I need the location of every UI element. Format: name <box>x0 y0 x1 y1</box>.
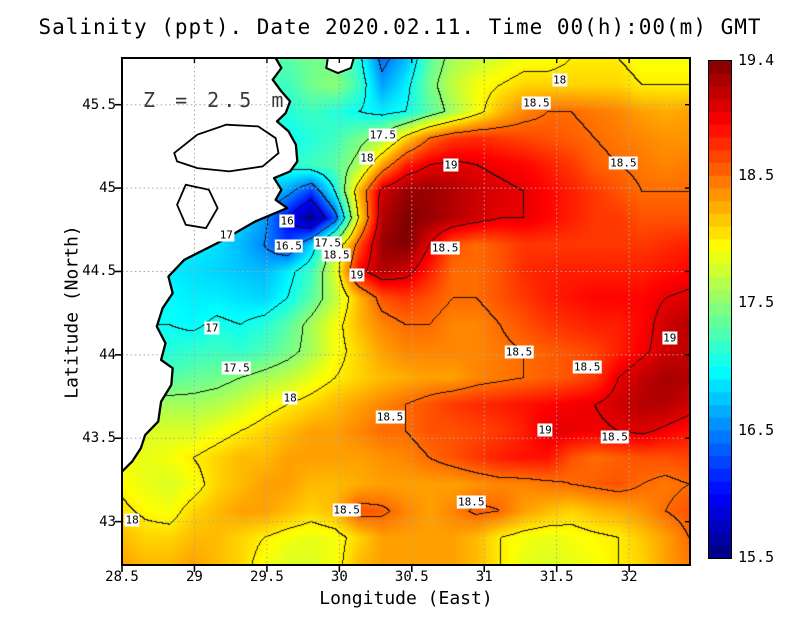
contour-label: 18.5 <box>375 410 405 424</box>
depth-annotation: Z = 2.5 m <box>143 88 288 112</box>
x-tick-label: 29.5 <box>250 569 284 585</box>
contour-label: 18.5 <box>522 96 551 110</box>
colorbar-label: 19.4 <box>738 51 775 69</box>
contour-label: 18.5 <box>332 503 361 517</box>
contour-label: 19 <box>349 268 365 282</box>
colorbar-label: 18.5 <box>738 165 775 184</box>
contour-label: 19 <box>537 423 553 437</box>
contour-label: 17.5 <box>313 236 342 250</box>
y-tick-label: 43.5 <box>82 430 116 447</box>
colorbar <box>708 60 732 559</box>
y-tick-label: 44.5 <box>82 263 116 280</box>
figure-title: Salinity (ppt). Date 2020.02.11. Time 00… <box>38 15 762 39</box>
contour-label: 18.5 <box>600 430 629 444</box>
contour-label: 18 <box>551 73 568 87</box>
contour-label: 18.5 <box>430 241 460 255</box>
x-tick-label: 31 <box>475 569 493 585</box>
contour-labels-layer: 18 18.5 17.5 18 19 18.5 16 17 16.5 17.5 18.5 19 18.5… <box>122 58 690 565</box>
x-tick-label: 30.5 <box>394 569 429 585</box>
y-tick-label: 45 <box>99 180 116 197</box>
colorbar-label: 16.5 <box>738 420 775 439</box>
x-tick-label: 32 <box>620 569 638 585</box>
contour-label: 16 <box>279 214 295 228</box>
y-tick-label: 43 <box>99 513 116 530</box>
y-tick-label: 44 <box>99 346 116 363</box>
y-axis-title: Latitude (North) <box>61 225 83 399</box>
x-tick-label: 28.5 <box>105 569 139 585</box>
x-axis-title: Longitude (East) <box>319 588 493 609</box>
contour-label: 18.5 <box>572 360 602 374</box>
contour-label: 18.5 <box>456 495 486 509</box>
colorbar-label: 15.5 <box>738 548 775 566</box>
contour-label: 16.5 <box>274 239 303 253</box>
contour-label: 18.5 <box>504 345 534 359</box>
contour-label: 19 <box>443 158 459 172</box>
contour-label: 18 <box>359 151 375 165</box>
contour-label: 17 <box>218 228 234 242</box>
x-tick-label: 29 <box>186 569 203 585</box>
y-tick-label: 45.5 <box>82 96 116 113</box>
x-tick-label: 30 <box>330 569 348 585</box>
contour-label: 18.5 <box>322 248 351 262</box>
x-tick-label: 31.5 <box>539 569 574 585</box>
contour-label: 18.5 <box>609 156 638 170</box>
contour-label: 17 <box>204 321 220 335</box>
colorbar-label: 17.5 <box>738 293 775 312</box>
contour-label: 18 <box>282 391 298 405</box>
contour-label: 17.5 <box>222 361 251 375</box>
contour-label: 17.5 <box>368 128 398 142</box>
contour-label: 19 <box>662 331 678 345</box>
contour-label: 18 <box>124 513 140 527</box>
